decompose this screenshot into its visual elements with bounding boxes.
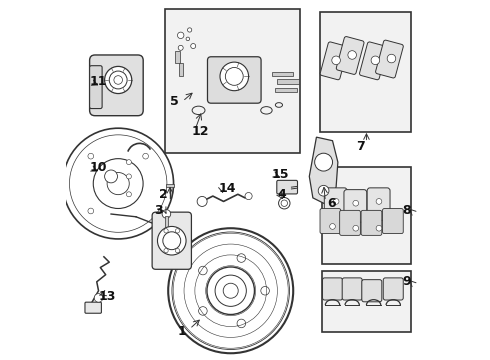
Text: 1: 1 xyxy=(177,325,186,338)
FancyBboxPatch shape xyxy=(90,55,143,116)
FancyBboxPatch shape xyxy=(375,40,403,78)
Circle shape xyxy=(237,254,245,262)
Circle shape xyxy=(178,45,183,50)
FancyBboxPatch shape xyxy=(207,57,261,103)
FancyBboxPatch shape xyxy=(362,280,382,302)
Circle shape xyxy=(88,153,94,159)
Text: 15: 15 xyxy=(272,168,289,181)
Circle shape xyxy=(188,28,192,32)
Text: 9: 9 xyxy=(402,275,411,288)
Bar xyxy=(165,9,300,153)
FancyBboxPatch shape xyxy=(361,210,382,235)
FancyBboxPatch shape xyxy=(336,37,364,75)
Circle shape xyxy=(104,66,132,94)
Circle shape xyxy=(114,76,122,84)
Circle shape xyxy=(279,198,290,209)
Text: 2: 2 xyxy=(159,188,168,201)
Bar xyxy=(175,51,180,63)
Circle shape xyxy=(191,44,196,49)
Circle shape xyxy=(353,225,359,231)
Circle shape xyxy=(330,224,335,229)
Bar xyxy=(179,63,183,76)
Circle shape xyxy=(348,51,356,59)
Circle shape xyxy=(237,319,245,328)
FancyBboxPatch shape xyxy=(320,42,348,80)
Circle shape xyxy=(198,266,207,275)
Circle shape xyxy=(107,172,129,195)
FancyBboxPatch shape xyxy=(340,210,360,235)
FancyBboxPatch shape xyxy=(383,278,403,300)
FancyBboxPatch shape xyxy=(85,302,101,313)
Circle shape xyxy=(245,193,252,200)
Circle shape xyxy=(318,185,329,196)
Bar xyxy=(167,184,173,187)
Circle shape xyxy=(175,248,180,253)
Circle shape xyxy=(332,56,341,64)
Polygon shape xyxy=(309,137,338,205)
FancyBboxPatch shape xyxy=(344,190,367,222)
Circle shape xyxy=(104,170,118,183)
Circle shape xyxy=(157,226,186,255)
Circle shape xyxy=(126,174,131,179)
Text: 7: 7 xyxy=(356,140,365,153)
Bar xyxy=(165,216,168,230)
Circle shape xyxy=(376,225,382,231)
Text: 10: 10 xyxy=(90,161,107,174)
Circle shape xyxy=(220,62,248,91)
Bar xyxy=(272,72,293,76)
Circle shape xyxy=(376,199,382,204)
Bar xyxy=(322,271,411,332)
Circle shape xyxy=(94,294,103,302)
Circle shape xyxy=(126,159,131,165)
Circle shape xyxy=(162,210,171,218)
Circle shape xyxy=(175,229,180,233)
Bar xyxy=(320,12,411,132)
Circle shape xyxy=(164,229,168,233)
Bar xyxy=(322,167,411,264)
Text: 14: 14 xyxy=(218,183,236,195)
FancyBboxPatch shape xyxy=(342,278,362,300)
Text: 8: 8 xyxy=(402,204,411,217)
FancyBboxPatch shape xyxy=(367,188,390,220)
Text: 12: 12 xyxy=(192,125,209,138)
Text: 6: 6 xyxy=(327,197,336,210)
Circle shape xyxy=(198,307,207,315)
FancyBboxPatch shape xyxy=(90,66,102,109)
Circle shape xyxy=(223,283,238,298)
FancyBboxPatch shape xyxy=(320,208,341,234)
Circle shape xyxy=(186,37,190,41)
FancyBboxPatch shape xyxy=(360,42,387,80)
Circle shape xyxy=(164,248,168,253)
FancyBboxPatch shape xyxy=(277,180,297,194)
Circle shape xyxy=(353,201,359,206)
Text: 5: 5 xyxy=(170,95,179,108)
Circle shape xyxy=(333,199,339,204)
Text: 4: 4 xyxy=(277,188,286,201)
Circle shape xyxy=(207,267,254,315)
Text: 13: 13 xyxy=(98,289,116,303)
Circle shape xyxy=(177,32,184,39)
Circle shape xyxy=(197,197,207,206)
FancyBboxPatch shape xyxy=(322,278,343,300)
Bar xyxy=(275,88,297,93)
Circle shape xyxy=(88,208,94,214)
Circle shape xyxy=(387,54,396,63)
Circle shape xyxy=(261,287,270,295)
Circle shape xyxy=(143,153,148,159)
Circle shape xyxy=(371,56,380,64)
Text: 11: 11 xyxy=(90,75,107,88)
Text: 3: 3 xyxy=(154,204,163,217)
Bar xyxy=(277,79,298,84)
FancyBboxPatch shape xyxy=(383,208,403,234)
FancyBboxPatch shape xyxy=(324,188,347,220)
Circle shape xyxy=(315,153,333,171)
Circle shape xyxy=(126,192,131,197)
FancyBboxPatch shape xyxy=(152,212,192,269)
